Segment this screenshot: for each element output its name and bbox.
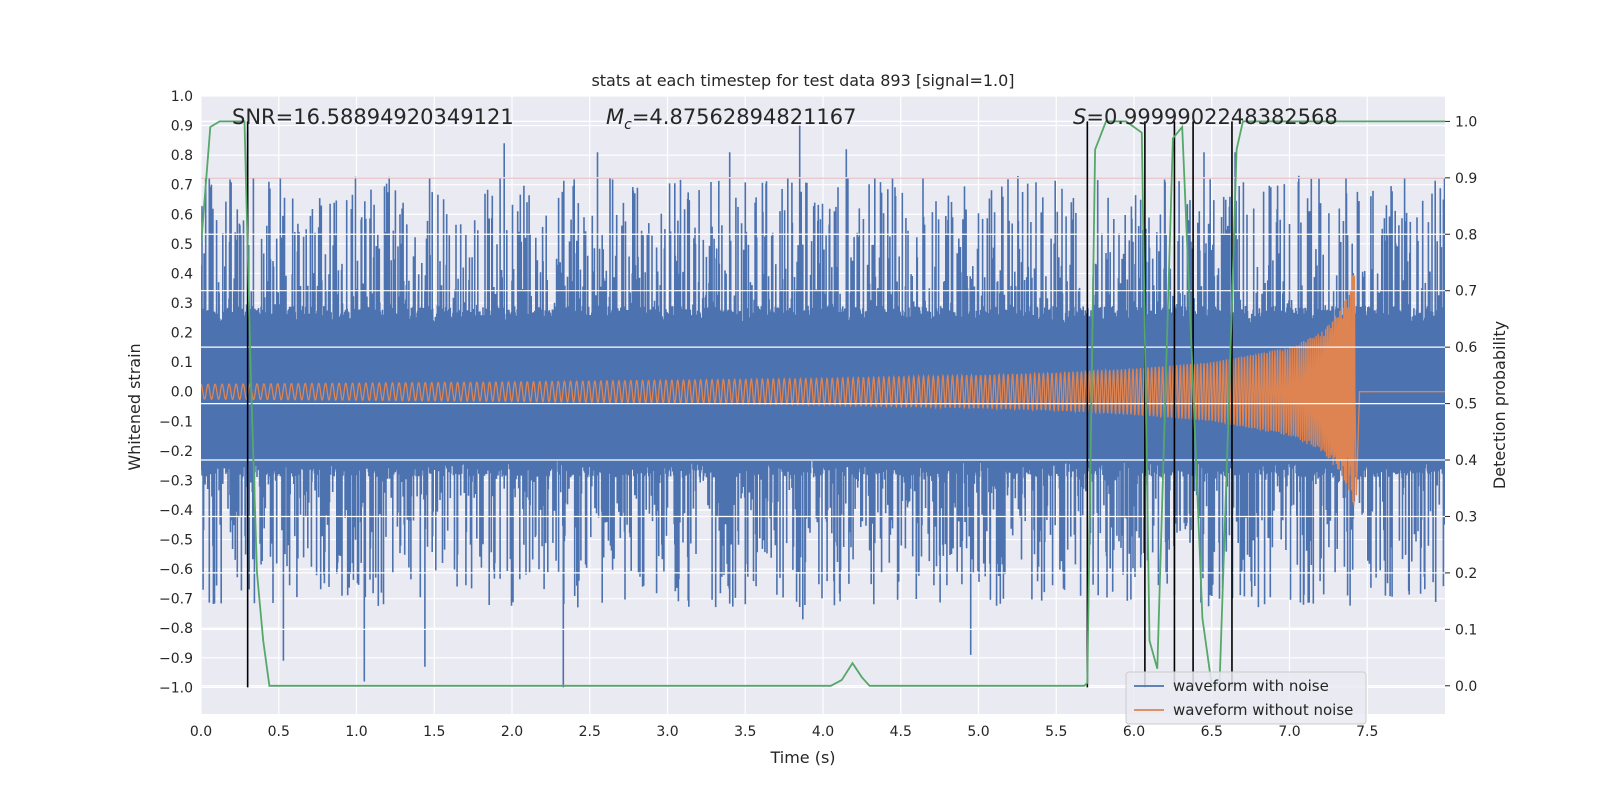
x-tick-label: 2.5 — [579, 724, 601, 740]
y-left-tick-label: −1.0 — [159, 680, 193, 696]
x-tick-label: 1.0 — [345, 724, 367, 740]
score-value: =0.9999902248382568 — [1086, 105, 1337, 129]
score-annotation: S=0.9999902248382568 — [1073, 105, 1338, 129]
y-left-tick-label: 0.4 — [171, 266, 193, 282]
y-left-tick-label: −0.7 — [159, 592, 193, 608]
x-tick-label: 6.0 — [1123, 724, 1145, 740]
axis-ticks: 0.0 0.5 1.0 1.5 2.0 2.5 3.0 3.5 4.0 4.5 5.0 5.5 6.0 6… — [159, 89, 1477, 740]
y-right-tick-label: 0.5 — [1455, 397, 1477, 413]
y-right-tick-label: 0.0 — [1455, 679, 1477, 695]
x-tick-label: 5.5 — [1045, 724, 1067, 740]
chart-title: stats at each timestep for test data 893… — [591, 71, 1014, 90]
x-tick-label: 6.5 — [1201, 724, 1223, 740]
y-right-tick-label: 0.6 — [1455, 340, 1477, 356]
x-tick-label: 3.5 — [734, 724, 756, 740]
y-left-tick-label: 0.3 — [171, 296, 193, 312]
y-left-tick-label: 0.1 — [171, 355, 193, 371]
y-left-tick-label: 0.5 — [171, 237, 193, 253]
y-right-tick-label: 0.4 — [1455, 453, 1477, 469]
y-left-tick-label: −0.1 — [159, 414, 193, 430]
y-right-tick-label: 0.3 — [1455, 509, 1477, 525]
y-right-tick-label: 0.8 — [1455, 227, 1477, 243]
x-tick-label: 7.5 — [1356, 724, 1378, 740]
x-axis-label: Time (s) — [769, 748, 835, 767]
x-tick-label: 3.0 — [656, 724, 678, 740]
legend-label-clean: waveform without noise — [1173, 701, 1353, 719]
chirp-mass-symbol: M — [606, 105, 624, 129]
y-left-tick-label: 0.8 — [171, 148, 193, 164]
x-tick-label: 4.0 — [812, 724, 834, 740]
y-left-tick-label: 0.0 — [171, 385, 193, 401]
y-axis-label-left: Whitened strain — [125, 343, 144, 470]
y-right-tick-label: 1.0 — [1455, 114, 1477, 130]
x-tick-label: 1.5 — [423, 724, 445, 740]
y-axis-label-right: Detection probability — [1490, 321, 1509, 489]
chirp-mass-value: =4.87562894821167 — [632, 105, 857, 129]
y-left-tick-label: 1.0 — [171, 89, 193, 105]
legend-label-noisy: waveform with noise — [1173, 677, 1329, 695]
y-left-tick-label: 0.7 — [171, 178, 193, 194]
y-right-tick-label: 0.2 — [1455, 566, 1477, 582]
y-right-tick-label: 0.1 — [1455, 622, 1477, 638]
x-tick-label: 5.0 — [967, 724, 989, 740]
y-left-tick-label: 0.2 — [171, 326, 193, 342]
y-left-tick-label: 0.9 — [171, 119, 193, 135]
legend-box — [1125, 671, 1367, 725]
x-tick-label: 2.0 — [501, 724, 523, 740]
x-tick-label: 0.5 — [268, 724, 290, 740]
y-right-tick-label: 0.9 — [1455, 171, 1477, 187]
y-left-tick-label: −0.5 — [159, 533, 193, 549]
score-symbol: S — [1073, 105, 1086, 129]
x-tick-label: 0.0 — [190, 724, 212, 740]
plot-content — [201, 120, 1445, 688]
y-right-tick-label: 0.7 — [1455, 284, 1477, 300]
chirp-mass-subscript: c — [624, 117, 632, 133]
y-left-tick-label: −0.4 — [159, 503, 193, 519]
y-left-tick-label: −0.9 — [159, 651, 193, 667]
legend: waveform with noise waveform without noi… — [1125, 671, 1367, 725]
y-left-tick-label: −0.2 — [159, 444, 193, 460]
chirp-mass-annotation: Mc=4.87562894821167 — [606, 105, 857, 133]
y-left-tick-label: 0.6 — [171, 207, 193, 223]
y-left-tick-label: −0.8 — [159, 621, 193, 637]
y-left-tick-label: −0.6 — [159, 562, 193, 578]
snr-annotation: SNR=16.58894920349121 — [232, 105, 514, 129]
clean-waveform-series — [201, 274, 1445, 506]
y-left-tick-label: −0.3 — [159, 473, 193, 489]
x-tick-label: 4.5 — [890, 724, 912, 740]
x-tick-label: 7.0 — [1278, 724, 1300, 740]
